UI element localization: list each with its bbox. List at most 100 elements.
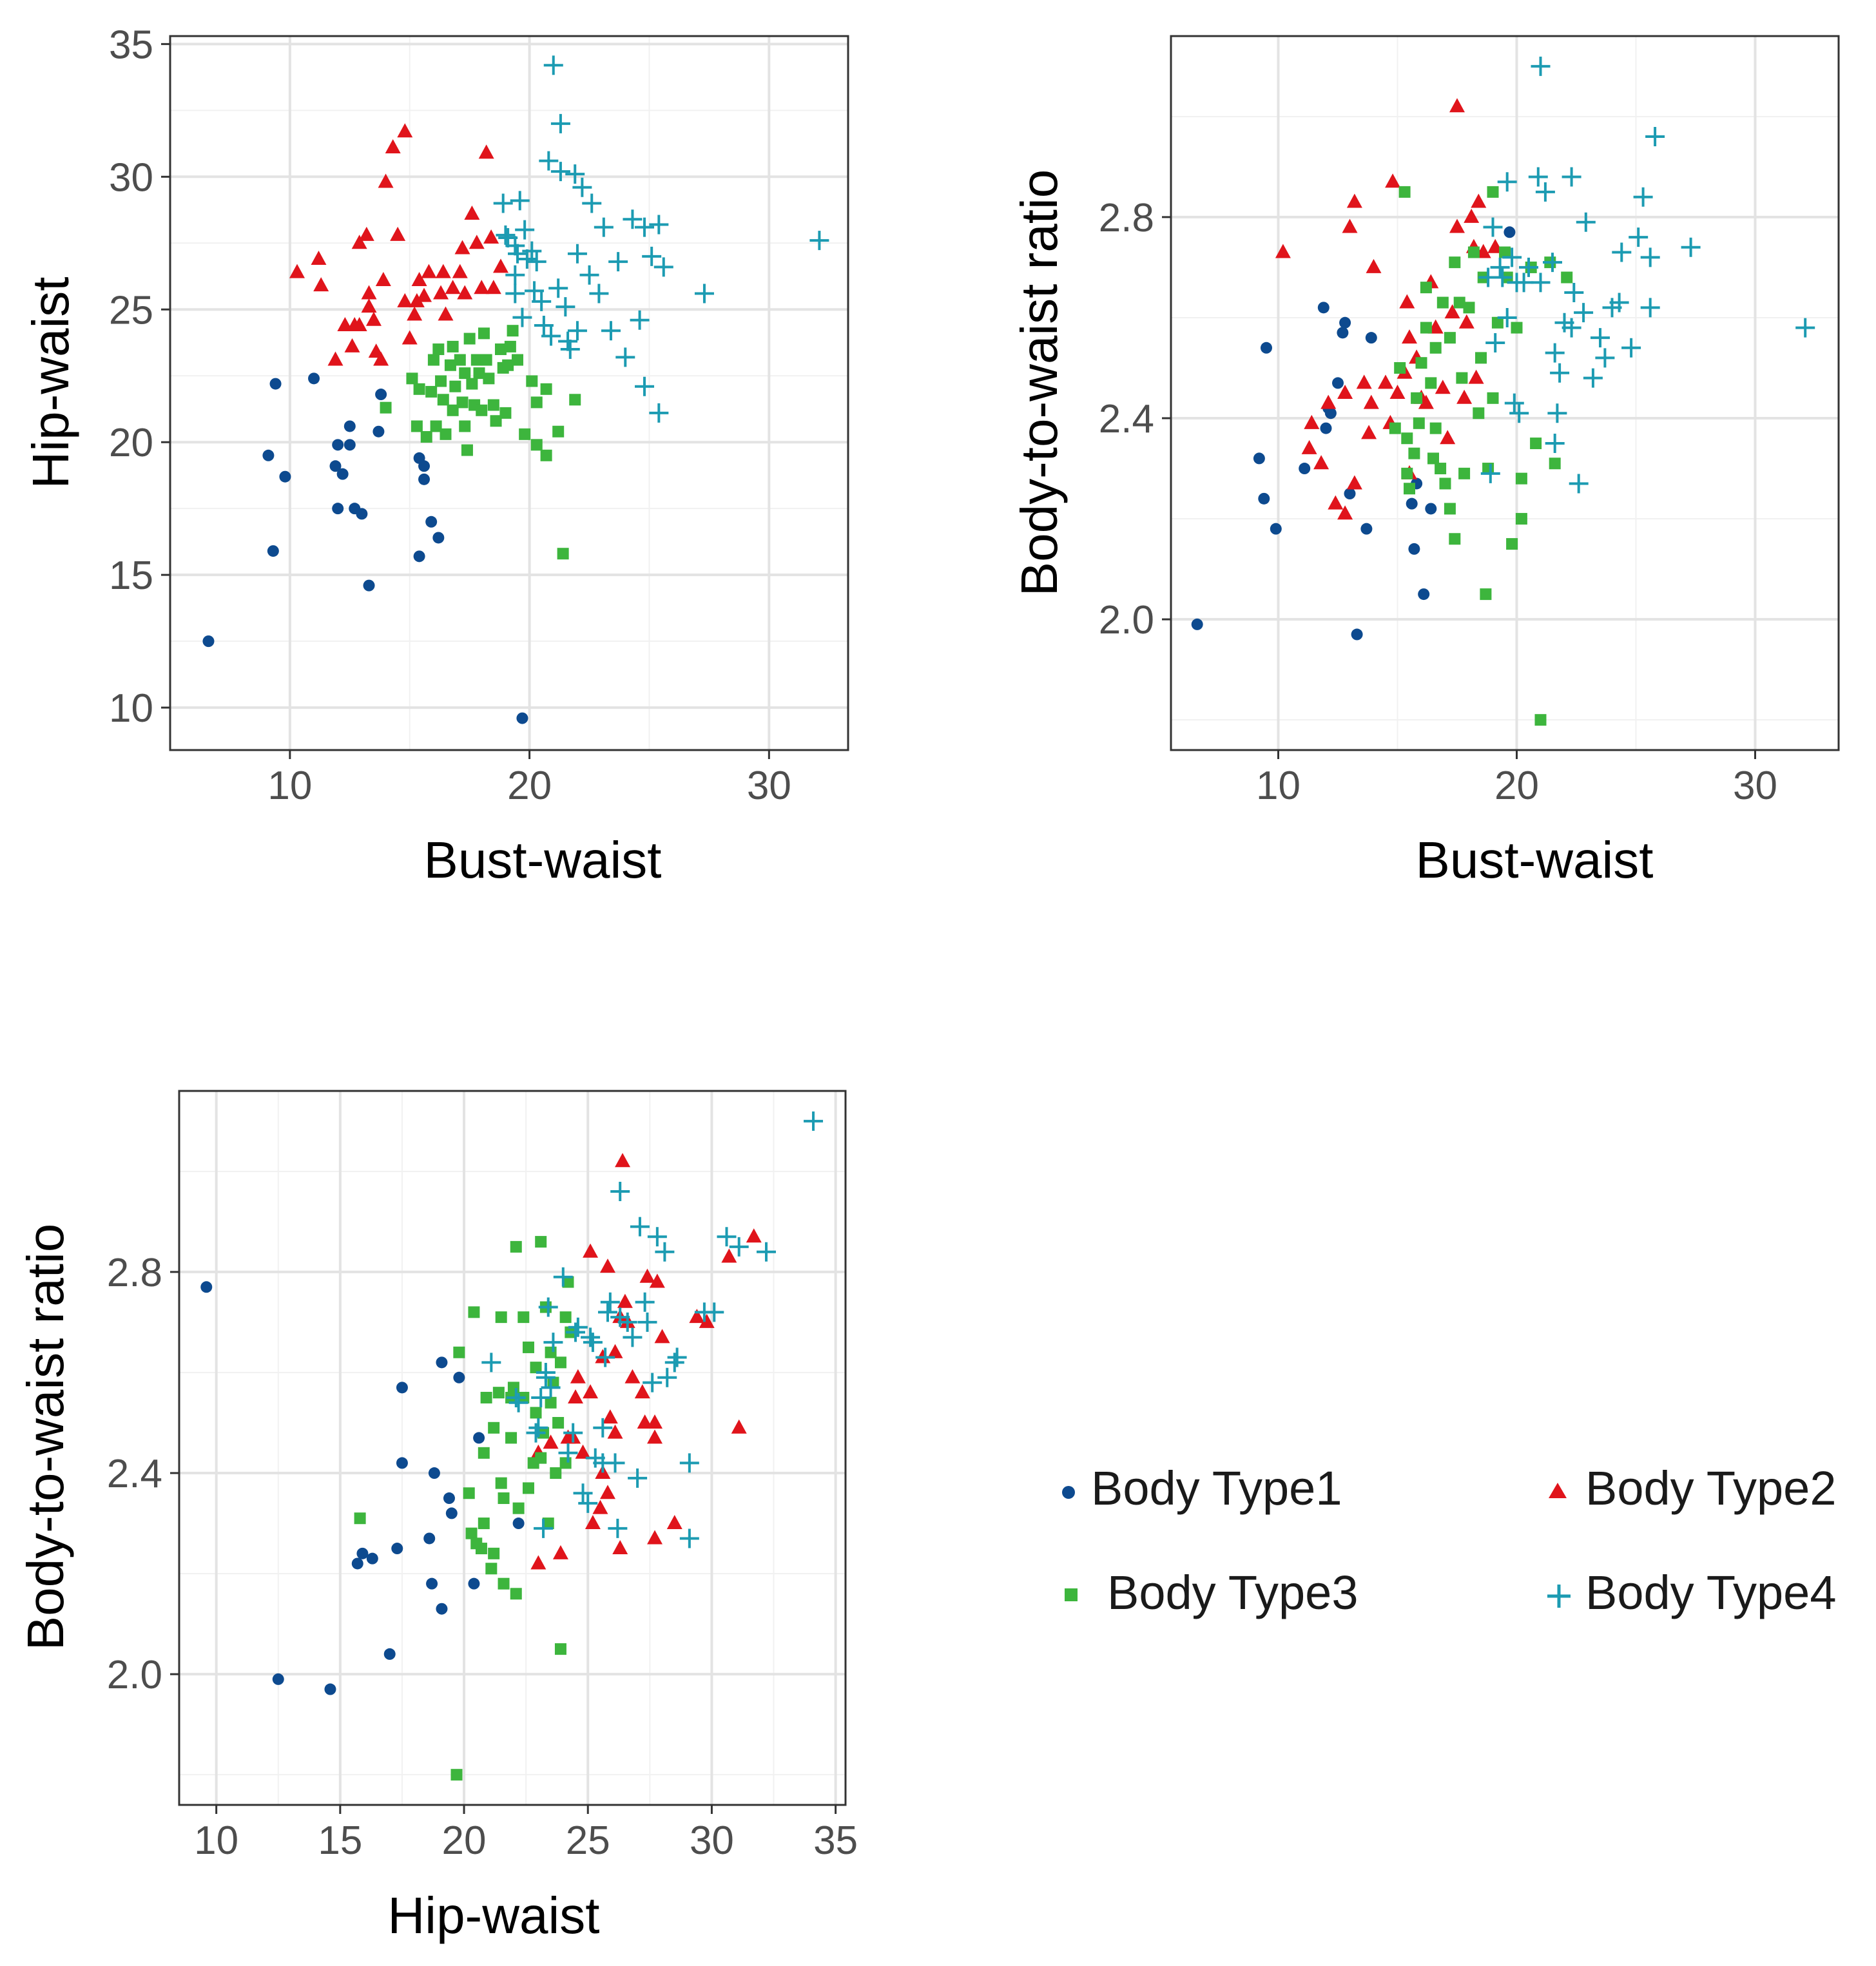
body-type2-point	[1449, 98, 1465, 113]
plot-2-y-axis: 2.0 2.4 2.8	[1099, 196, 1171, 642]
body-type3-point	[450, 1769, 463, 1781]
body-type3-point	[502, 359, 514, 371]
body-type4-point	[1528, 167, 1548, 187]
legend: Body Type1 Body Type2 Body Type3 Body Ty…	[1062, 1461, 1836, 1619]
y-tick-label: 2.0	[1099, 598, 1154, 642]
body-type3-point	[1506, 538, 1518, 550]
y-tick-label: 2.8	[1099, 196, 1154, 240]
body-type4-point	[1490, 257, 1510, 277]
body-type1-point	[343, 420, 356, 432]
body-type4-point	[1547, 403, 1567, 423]
body-type3-point	[562, 1276, 574, 1288]
body-type4-point	[536, 1367, 556, 1387]
body-type3-point	[559, 1457, 572, 1469]
body-type4-point	[512, 307, 532, 327]
body-type2-point	[689, 1309, 705, 1324]
body-type3-point	[495, 1477, 507, 1489]
legend-marker-triangle	[1549, 1483, 1567, 1498]
body-type4-point	[809, 231, 829, 251]
body-type1-point	[202, 635, 215, 648]
body-type3-point	[1401, 467, 1413, 479]
body-type3-point	[432, 343, 445, 356]
body-type2-point	[647, 1414, 663, 1429]
body-type4-point	[608, 1518, 628, 1538]
body-type3-point	[480, 1391, 492, 1403]
legend-marker-circle	[1062, 1486, 1075, 1499]
body-type3-point	[476, 404, 488, 416]
body-type2-point	[612, 1540, 628, 1555]
body-type3-point	[1449, 256, 1461, 269]
body-type2-point	[469, 235, 485, 249]
body-type1-point	[1261, 342, 1272, 354]
x-tick-label: 20	[442, 1818, 487, 1863]
body-type2-point	[397, 293, 413, 307]
body-type2-point	[568, 1389, 584, 1403]
body-type3-point	[512, 1502, 525, 1514]
body-type4-point	[508, 1393, 528, 1412]
body-type1-point	[516, 712, 528, 724]
body-type1-point	[1504, 226, 1516, 238]
body-type3-point	[1415, 357, 1427, 369]
body-type3-point	[461, 444, 473, 456]
body-type1-point	[267, 545, 279, 557]
body-type2-point	[407, 306, 423, 321]
body-type4-point	[563, 1423, 583, 1443]
body-type4-point	[526, 1423, 546, 1443]
legend-marker-plus	[1547, 1585, 1571, 1608]
body-type1-point	[1332, 377, 1344, 389]
body-type2-point	[552, 1545, 568, 1559]
body-type2-point	[385, 139, 401, 153]
body-type3-point	[465, 1527, 478, 1539]
body-type4-point	[635, 1292, 655, 1312]
body-type3-point	[488, 1547, 500, 1559]
body-type4-point	[630, 1217, 650, 1237]
body-type3-point	[1444, 332, 1456, 344]
body-type4-point	[560, 340, 580, 360]
body-type3-point	[492, 1387, 505, 1399]
plot-2-y-axis-title: Body-to-waist ratio	[1011, 169, 1068, 596]
body-type3-point	[413, 383, 425, 395]
body-type4-point	[657, 1367, 677, 1387]
body-type4-point	[558, 331, 578, 351]
body-type2-point	[361, 298, 377, 313]
body-type3-point	[475, 1543, 487, 1555]
legend-item-body-type4: Body Type4	[1547, 1566, 1836, 1619]
plot-1-y-axis: 10 15 20 25 30 35	[109, 23, 170, 731]
body-type2-point	[583, 1243, 599, 1258]
y-tick-label: 25	[109, 288, 153, 332]
body-type3-point	[485, 1563, 498, 1575]
body-type2-point	[474, 280, 490, 294]
body-type2-point	[1366, 258, 1382, 273]
body-type4-point	[567, 244, 587, 264]
plot-3-x-axis-title: Hip-waist	[388, 1887, 600, 1944]
body-type3-point	[495, 1311, 507, 1324]
body-type2-point	[647, 1429, 663, 1444]
body-type2-point	[485, 280, 501, 294]
body-type3-point	[552, 425, 565, 438]
body-type1-point	[413, 550, 425, 563]
legend-label-body-type3: Body Type3	[1107, 1566, 1358, 1619]
body-type2-point	[1313, 455, 1330, 470]
body-type3-point	[545, 1346, 557, 1358]
body-type4-point	[1502, 247, 1522, 267]
body-type2-point	[478, 144, 494, 159]
body-type4-point	[515, 220, 535, 240]
body-type4-point	[531, 1387, 551, 1407]
body-type2-point	[483, 229, 499, 244]
body-type4-point	[679, 1453, 699, 1473]
body-type3-point	[1458, 467, 1471, 479]
body-type1-point	[372, 425, 385, 438]
body-type1-point	[343, 439, 356, 451]
body-type3-point	[1463, 302, 1475, 314]
body-type2-point	[1378, 374, 1393, 389]
body-type4-point	[1497, 172, 1517, 192]
body-type4-point	[804, 1111, 824, 1131]
body-type2-point	[351, 235, 367, 249]
body-type1-point	[1425, 503, 1437, 515]
body-type2-point	[390, 226, 406, 241]
body-type3-point	[530, 396, 543, 409]
body-type2-point	[1418, 394, 1434, 409]
body-type3-point	[498, 1492, 510, 1505]
body-type2-point	[1361, 425, 1377, 439]
x-tick-label: 25	[566, 1818, 610, 1863]
